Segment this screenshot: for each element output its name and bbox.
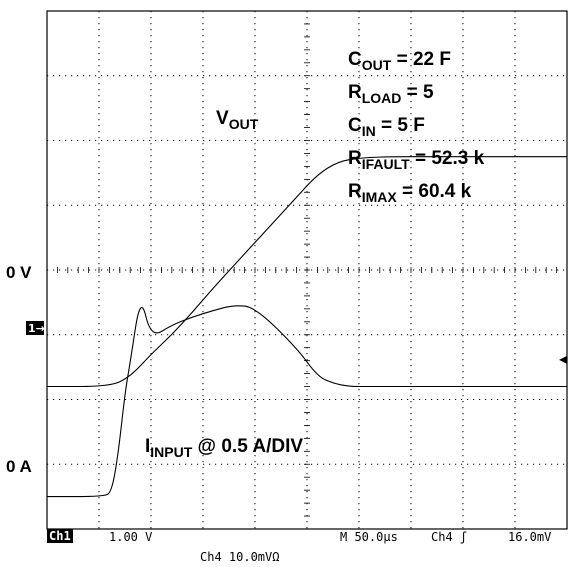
iinput-trace: [47, 305, 567, 498]
param-value: = 5 F: [376, 115, 425, 136]
graticule: [46, 10, 568, 530]
ch1-marker-box: [26, 321, 44, 335]
trigger-marker: ◂: [559, 349, 567, 368]
timebase: M 50.0μs: [340, 530, 398, 544]
param-subscript: LOAD: [362, 90, 402, 106]
vout-label-main: V: [216, 108, 229, 129]
vout-trace: [47, 156, 567, 388]
param-value: = 60.4 k: [397, 181, 472, 202]
trigger-level: 16.0mV: [508, 530, 551, 544]
ch1-status-box: [47, 529, 73, 543]
zero-v-label: 0 V: [6, 263, 32, 282]
vout-label-sub: OUT: [229, 116, 259, 132]
param-line: CIN = 5 F: [348, 115, 425, 139]
ch4-scale: Ch4 10.0mVΩ: [200, 550, 279, 564]
param-value: = 22 F: [391, 49, 451, 70]
ch1-scale: 1.00 V: [109, 530, 152, 544]
param-subscript: IMAX: [362, 189, 398, 205]
trigger-source: Ch4 ʃ: [431, 530, 467, 544]
ch1-status-label: Ch1: [49, 529, 71, 543]
param-line: RIFAULT = 52.3 k: [348, 148, 485, 172]
param-subscript: IN: [362, 123, 376, 139]
vout-label: VOUT: [216, 108, 259, 132]
zero-a-label: 0 A: [6, 457, 32, 476]
param-subscript: IFAULT: [362, 156, 410, 172]
param-symbol: R: [348, 148, 362, 169]
param-symbol: R: [348, 82, 362, 103]
iinput-label-tail: @ 0.5 A/DIV: [192, 436, 303, 457]
param-symbol: C: [348, 115, 362, 136]
iinput-label: IINPUT @ 0.5 A/DIV: [145, 436, 303, 460]
param-line: RIMAX = 60.4 k: [348, 181, 472, 205]
param-symbol: R: [348, 181, 362, 202]
param-symbol: C: [348, 49, 362, 70]
param-value: = 52.3 k: [410, 148, 485, 169]
plot-frame: [46, 10, 568, 530]
param-line: COUT = 22 F: [348, 49, 451, 73]
param-line: RLOAD = 5: [348, 82, 434, 106]
param-value: = 5: [401, 82, 434, 103]
param-subscript: OUT: [362, 57, 392, 73]
ch1-marker: 1→: [28, 322, 45, 335]
iinput-label-sub: INPUT: [150, 444, 192, 460]
iinput-label-main: I: [145, 436, 150, 457]
